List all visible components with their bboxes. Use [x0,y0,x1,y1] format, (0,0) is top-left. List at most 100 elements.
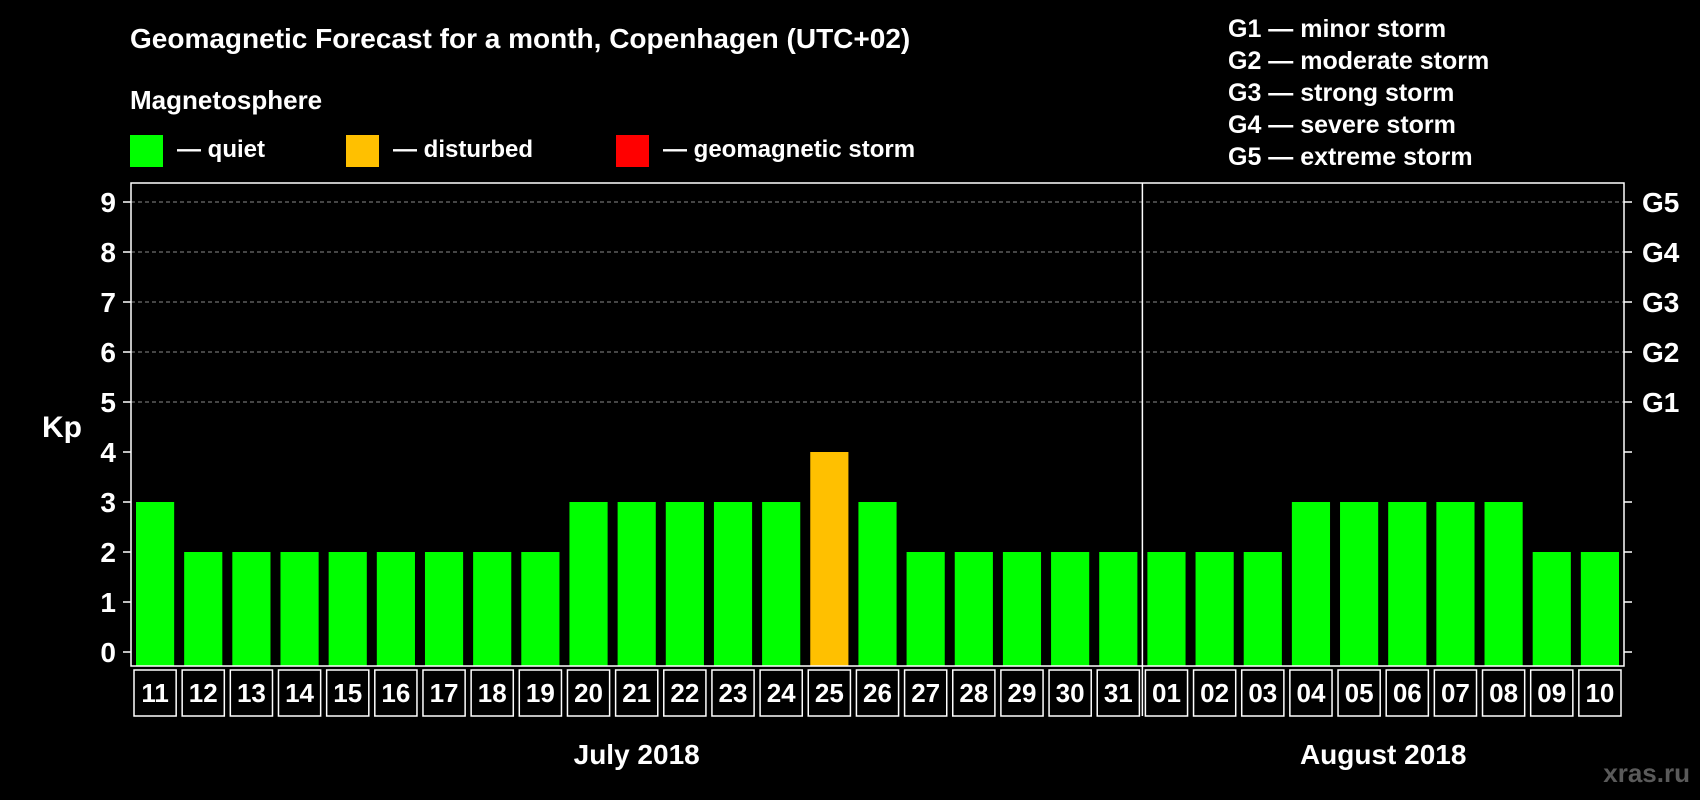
day-cell-24 [1289,669,1333,717]
day-label-30-19: 30 [1056,678,1085,708]
month-label-0: July 2018 [574,739,700,770]
day-cell-23 [1240,669,1285,717]
day-cell-19 [1048,669,1092,717]
day-label-18-7: 18 [478,678,507,708]
day-label-17-6: 17 [430,678,459,708]
day-cell-12 [711,669,755,717]
day-label-05-25: 05 [1345,678,1374,708]
day-label-06-26: 06 [1393,678,1422,708]
bar-03-23 [1243,552,1282,666]
plot-frame [130,182,1625,716]
storm-scale-g3: G3 — strong storm [1228,79,1454,107]
day-label-28-17: 28 [959,678,988,708]
gridlines [131,201,1624,403]
storm-scale-g4: G4 — severe storm [1228,111,1456,139]
x-axis-day-cells: 11 12 13 14 15 16 17 18 19 20 21 22 23 24 25 26 27 28 29 30… [133,669,1622,717]
day-label-27-16: 27 [911,678,940,708]
day-label-11-0: 11 [141,678,169,708]
day-cell-16 [903,669,948,717]
bar-30-19 [1051,552,1090,666]
legend-swatch-quiet [130,135,163,167]
y-tick-label-4: 4 [100,437,116,468]
bar-14-3 [280,552,319,666]
bar-23-12 [713,502,753,666]
bars [136,452,1619,666]
day-cell-4 [325,669,370,717]
watermark: xras.ru [1603,758,1690,788]
chart-title: Geomagnetic Forecast for a month, Copenh… [130,23,910,54]
bar-17-6 [424,552,464,666]
bar-08-28 [1484,502,1523,666]
y-tick-label-3: 3 [100,487,116,518]
y-tick-label-9: 9 [100,187,116,218]
storm-scale-g2: G2 — moderate storm [1228,47,1489,75]
legend-label-storm: — geomagnetic storm [663,136,915,163]
day-cell-18 [1000,669,1044,717]
bar-15-4 [328,552,367,666]
month-labels: July 2018 August 2018 [574,739,1467,770]
y-tick-label-0: 0 [100,637,116,668]
storm-scale-g5: G5 — extreme storm [1228,143,1473,171]
storm-scale-g1: G1 — minor storm [1228,15,1446,43]
bar-31-20 [1099,552,1138,666]
bar-04-24 [1291,502,1331,666]
legend-swatch-storm [616,135,649,167]
legend-label-disturbed: — disturbed [393,136,533,163]
day-label-29-18: 29 [1008,678,1037,708]
day-label-02-22: 02 [1200,678,1229,708]
day-cell-3 [277,669,322,717]
bar-06-26 [1388,502,1427,666]
day-cell-2 [229,669,274,717]
day-cell-1 [181,669,226,717]
day-label-21-10: 21 [622,678,651,708]
day-label-09-29: 09 [1537,678,1566,708]
bar-27-16 [906,552,945,666]
day-cell-10 [614,669,659,717]
day-cell-28 [1481,669,1526,717]
bar-28-17 [954,552,993,666]
day-label-13-2: 13 [237,678,266,708]
legend: — quiet — disturbed — geomagnetic storm [130,135,915,167]
day-label-20-9: 20 [574,678,603,708]
day-cell-6 [422,669,466,717]
bar-13-2 [232,552,271,666]
storm-scale: G1 — minor storm G2 — moderate storm G3 … [1228,15,1489,171]
day-label-10-30: 10 [1585,678,1614,708]
day-label-16-5: 16 [381,678,410,708]
day-cell-26 [1385,669,1430,717]
day-cell-0 [133,669,177,717]
bar-02-22 [1195,552,1234,666]
bar-01-21 [1147,552,1186,666]
day-label-12-1: 12 [189,678,218,708]
legend-title: Magnetosphere [130,85,322,115]
y-tick-label-7: 7 [100,287,116,318]
y-axis-ticks: 0 1 2 3 4 5 6 7 8 9 [100,187,131,668]
day-cell-7 [470,669,515,717]
day-label-24-13: 24 [767,678,796,708]
bar-19-8 [521,552,560,666]
bar-12-1 [184,552,223,666]
day-cell-27 [1433,669,1478,717]
day-cell-8 [518,669,563,717]
day-cell-25 [1337,669,1381,717]
day-label-19-8: 19 [526,678,555,708]
month-label-1: August 2018 [1300,739,1467,770]
day-label-07-27: 07 [1441,678,1470,708]
bar-05-25 [1340,502,1379,666]
y-tick-label-6: 6 [100,337,116,368]
right-axis-ticks: G1 G2 G3 G4 G5 [1624,187,1680,653]
day-cell-22 [1192,669,1237,717]
day-label-23-12: 23 [719,678,748,708]
day-cell-13 [759,669,804,717]
bar-22-11 [665,502,704,666]
right-label-g2: G2 [1642,337,1679,368]
bar-11-0 [136,502,175,666]
right-label-g3: G3 [1642,287,1679,318]
day-label-22-11: 22 [670,678,699,708]
right-label-g5: G5 [1642,187,1679,218]
day-label-15-4: 15 [333,678,362,708]
day-cell-30 [1578,669,1622,717]
day-label-03-23: 03 [1248,678,1277,708]
bar-20-9 [569,502,608,666]
day-label-04-24: 04 [1296,678,1325,708]
